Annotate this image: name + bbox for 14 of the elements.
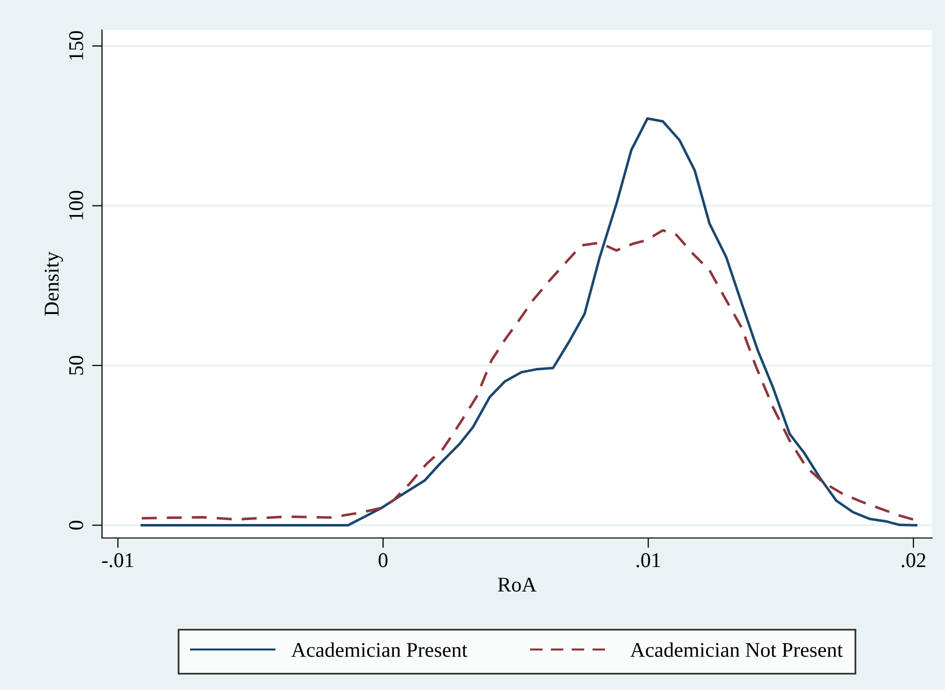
x-tick-label: -.01 xyxy=(102,553,134,568)
x-tick-label: 0 xyxy=(378,553,388,568)
y-tick-label: 150 xyxy=(69,31,84,60)
y-axis-title: Density xyxy=(44,252,63,316)
y-tick-label: 100 xyxy=(69,190,84,220)
line-series xyxy=(140,229,916,522)
x-tick-label: .01 xyxy=(636,553,660,568)
legend-label: Academician Present xyxy=(291,642,468,657)
y-tick-label: 50 xyxy=(69,356,84,375)
legend-label: Academician Not Present xyxy=(630,642,843,657)
x-axis-title: RoA xyxy=(498,578,537,592)
x-tick-label: .02 xyxy=(902,553,926,568)
line-series xyxy=(140,117,918,526)
y-tick-label: 0 xyxy=(69,520,84,530)
